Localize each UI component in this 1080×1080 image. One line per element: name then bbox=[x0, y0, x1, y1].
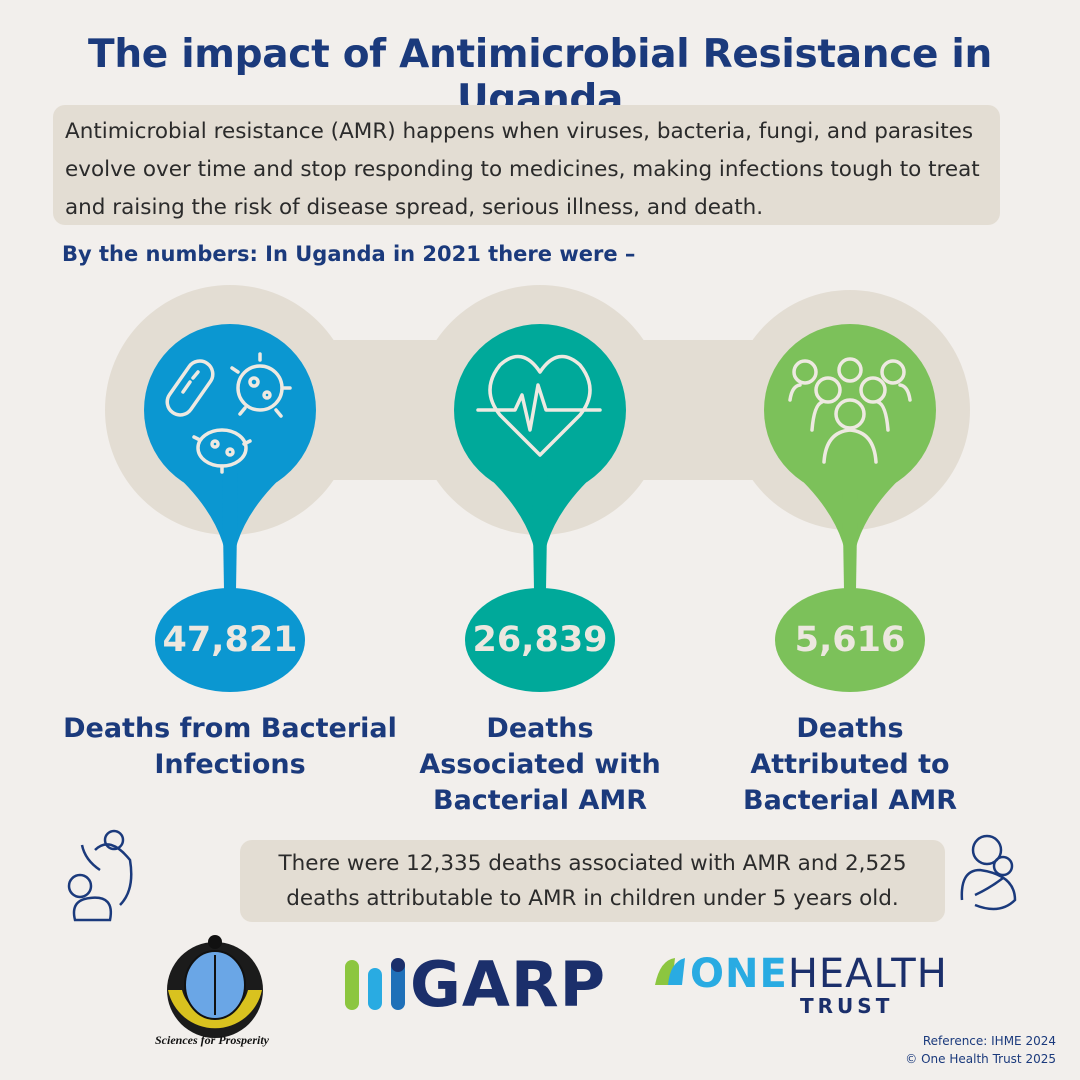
children-note-box: There were 12,335 deaths associated with… bbox=[240, 840, 945, 922]
stat-value-bacterial-deaths: 47,821 bbox=[162, 620, 298, 660]
garp-logo-mark bbox=[345, 958, 405, 1010]
bacteria-icon bbox=[165, 352, 292, 474]
mother-child-icon-right bbox=[960, 834, 1017, 911]
heartbeat-icon bbox=[476, 354, 602, 457]
unas-logo bbox=[167, 935, 263, 1038]
unas-motto: Sciences for Prosperity bbox=[155, 1033, 269, 1047]
people-group-icon bbox=[788, 357, 912, 464]
page-title: The impact of Antimicrobial Resistance i… bbox=[88, 32, 992, 122]
subheading: By the numbers: In Uganda in 2021 there … bbox=[62, 242, 636, 266]
intro-box: Antimicrobial resistance (AMR) happens w… bbox=[53, 105, 1000, 225]
intro-text: Antimicrobial resistance (AMR) happens w… bbox=[65, 119, 980, 220]
garp-logo-text: GARP bbox=[410, 948, 607, 1021]
stat-label-amr-attributed: Deaths Attributed to Bacterial AMR bbox=[742, 713, 958, 816]
stat-value-amr-associated: 26,839 bbox=[472, 620, 608, 660]
copyright-text: © One Health Trust 2025 bbox=[905, 1052, 1056, 1066]
stat-value-amr-attributed: 5,616 bbox=[794, 620, 906, 660]
oht-health: HEALTH bbox=[787, 951, 948, 997]
oht-leaf-icon bbox=[655, 958, 685, 985]
stat-label-bacterial-deaths: Deaths from Bacterial Infections bbox=[63, 713, 397, 780]
reference-text: Reference: IHME 2024 bbox=[922, 1034, 1056, 1048]
mother-child-icon-left bbox=[67, 829, 133, 922]
oht-one: ONE bbox=[690, 951, 788, 997]
children-note-text: There were 12,335 deaths associated with… bbox=[278, 851, 907, 911]
oht-logo: ONEHEALTH bbox=[690, 952, 948, 996]
stat-label-amr-associated: Deaths Associated with Bacterial AMR bbox=[419, 713, 661, 816]
oht-trust: TRUST bbox=[800, 994, 894, 1018]
pin-green bbox=[764, 324, 936, 692]
